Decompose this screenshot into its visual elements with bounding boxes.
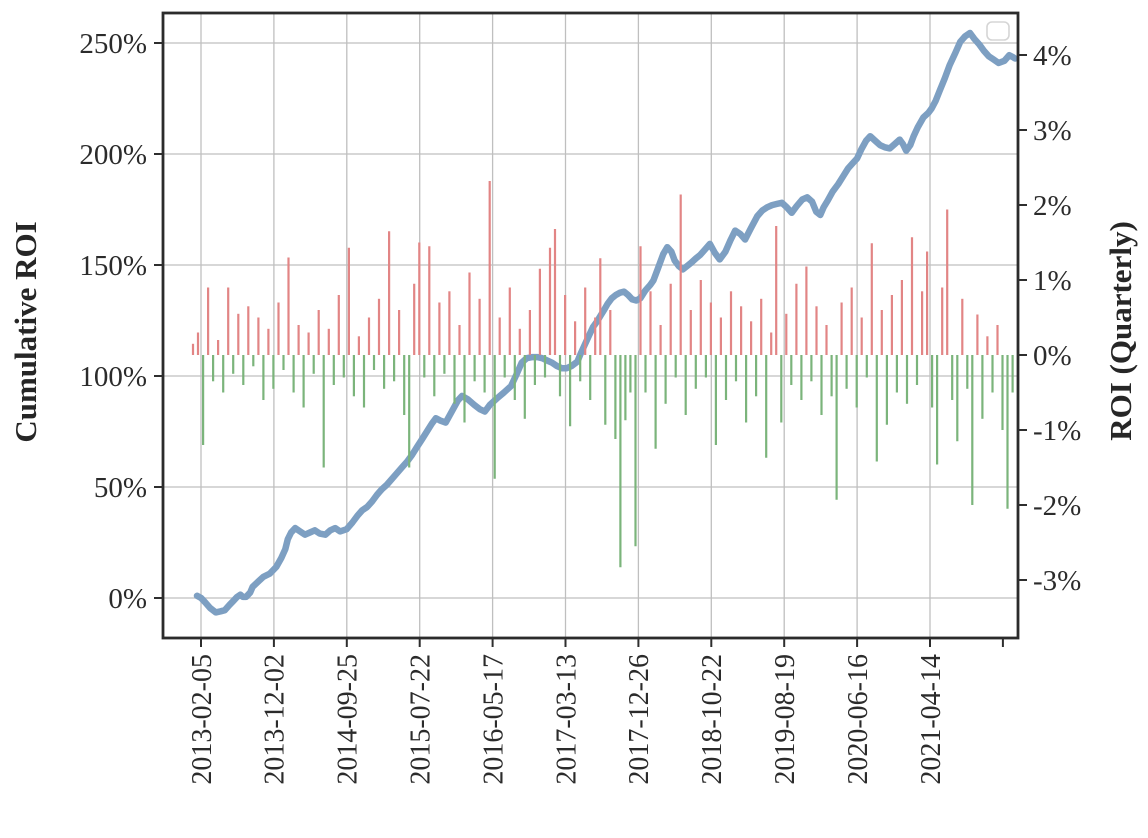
x-tick-label: 2013-12-02 (260, 654, 291, 785)
right-tick-label: 3% (1033, 115, 1072, 147)
right-tick-label: 0% (1033, 340, 1072, 372)
x-tick-label: 2015-07-22 (406, 654, 437, 785)
right-tick-label: 2% (1033, 190, 1072, 222)
right-tick-label: -3% (1033, 565, 1081, 597)
cumulative-roi-line (193, 29, 1019, 616)
left-tick-label: 200% (79, 139, 147, 171)
x-tick-label: 2014-09-25 (333, 654, 364, 785)
x-tick-label: 2018-10-22 (697, 654, 728, 785)
left-axis-title: Cumulative ROI (8, 221, 43, 443)
right-tick-label: -1% (1033, 415, 1081, 447)
x-tick-label: 2013-02-05 (187, 654, 218, 785)
x-tick-label: 2016-05-17 (478, 654, 509, 785)
left-tick-label: 150% (79, 250, 147, 282)
x-tick-label: 2017-12-26 (624, 654, 655, 785)
right-tick-label: -2% (1033, 490, 1081, 522)
left-tick-label: 0% (108, 583, 147, 615)
left-tick-label: 100% (79, 361, 147, 393)
x-tick-label: 2019-08-19 (770, 654, 801, 785)
x-tick-label: 2020-06-16 (843, 654, 874, 785)
right-axis-title: ROI (Quarterly) (1103, 221, 1138, 441)
plot-border (161, 11, 1020, 640)
x-tick-label: 2021-04-14 (916, 654, 947, 785)
x-tick-label: 2017-03-13 (551, 654, 582, 785)
right-tick-label: 4% (1033, 40, 1072, 72)
left-tick-label: 250% (79, 28, 147, 60)
right-tick-label: 1% (1033, 265, 1072, 297)
legend-box (986, 21, 1010, 41)
left-tick-label: 50% (94, 472, 147, 504)
